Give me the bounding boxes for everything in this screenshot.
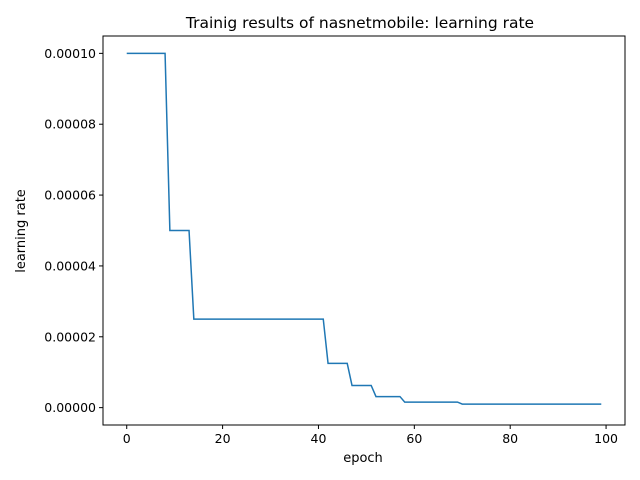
y-axis-title: learning rate <box>14 189 29 273</box>
x-tick-label: 20 <box>215 431 231 446</box>
plot-area <box>126 52 602 405</box>
y-tick-label: 0.00004 <box>44 258 96 273</box>
x-tick-label: 100 <box>594 431 618 446</box>
x-tick-label: 80 <box>502 431 518 446</box>
y-tick-label: 0.00008 <box>44 117 96 132</box>
learning-rate-line <box>126 52 602 405</box>
axes-frame <box>102 35 626 426</box>
y-tick-label: 0.00006 <box>44 188 96 203</box>
x-tick-label: 0 <box>123 431 131 446</box>
y-axis-ticks: 0.00000 0.00002 0.00004 0.00006 0.00008 0.000… <box>44 46 103 415</box>
y-tick-label: 0.00002 <box>44 329 96 344</box>
x-axis-ticks: 0 20 40 60 80 100 <box>123 425 618 446</box>
x-tick-label: 60 <box>406 431 422 446</box>
chart-title: Trainig results of nasnetmobile: learnin… <box>185 14 534 32</box>
y-tick-label: 0.00010 <box>44 46 96 61</box>
y-tick-label: 0.00000 <box>44 400 96 415</box>
x-axis-title: epoch <box>343 451 383 466</box>
x-tick-label: 40 <box>311 431 327 446</box>
